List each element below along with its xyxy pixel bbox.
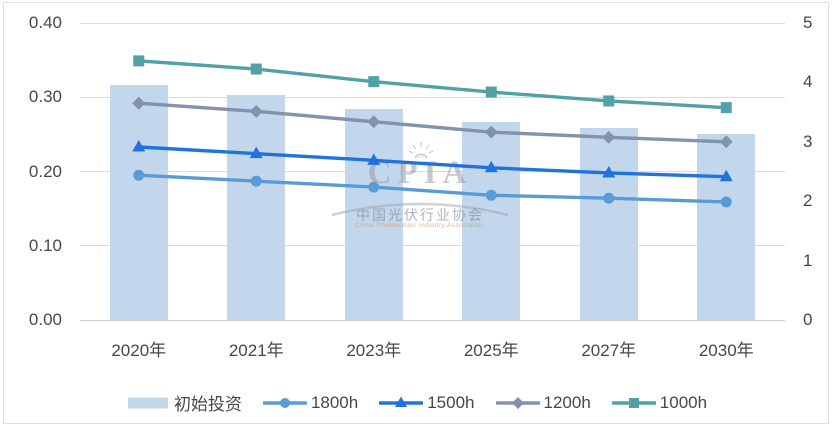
legend-label: 1200h <box>543 392 591 412</box>
line-series-1800h <box>137 173 728 204</box>
1000h-square-marker <box>368 76 380 88</box>
y-axis-right-tick-label: 2 <box>803 191 813 211</box>
1800h-circle-marker <box>720 196 732 208</box>
bar <box>462 121 521 320</box>
1500h-triangle-marker <box>132 139 146 152</box>
y-axis-left-tick-label: 0.20 <box>28 161 62 181</box>
y-axis-left-tick-label: 0.40 <box>28 13 62 32</box>
1500h-triangle-marker <box>484 160 498 173</box>
1000h-square-marker <box>603 95 615 107</box>
line-series-1500h <box>137 145 728 179</box>
1800h-circle-marker <box>368 181 380 193</box>
legend-line-swatch <box>495 396 540 409</box>
legend-item-1000h: 1000h <box>611 392 708 413</box>
legend-item-1500h: 1500h <box>379 392 475 413</box>
1000h-square-marker <box>133 55 145 67</box>
bar <box>579 127 638 320</box>
grid-line <box>80 245 785 247</box>
legend-item-1200h: 1200h <box>495 392 591 413</box>
grid-line <box>80 319 785 321</box>
legend-bar-swatch <box>127 397 168 408</box>
1000h-square-marker <box>250 63 262 75</box>
y-axis-right-tick-label: 3 <box>803 131 813 151</box>
1500h-triangle-marker <box>602 165 616 178</box>
1500h-triangle-marker <box>367 153 381 165</box>
y-axis-left-tick-label: 0.00 <box>28 310 62 329</box>
1800h-circle-marker <box>250 175 262 187</box>
x-axis-tick-label: 2030年 <box>698 341 754 360</box>
1500h-triangle-marker <box>719 169 733 182</box>
line-series-1200h <box>137 101 728 144</box>
1200h-diamond-marker <box>719 135 733 149</box>
1200h-diamond-marker <box>602 130 616 144</box>
legend-line-swatch <box>262 397 307 408</box>
legend-line-swatch <box>611 397 656 408</box>
1800h-circle-marker <box>133 169 145 181</box>
bar <box>344 109 403 320</box>
1200h-diamond-marker <box>484 125 498 139</box>
line-series-1000h <box>137 59 728 110</box>
y-axis-right-tick-label: 5 <box>803 13 813 32</box>
1000h-square-marker <box>720 102 732 114</box>
y-axis-right-tick-label: 0 <box>803 310 813 329</box>
line-series-layer <box>132 55 733 208</box>
x-axis-tick-label: 2021年 <box>228 341 284 360</box>
x-axis-tick-label: 2020年 <box>111 341 167 360</box>
1200h-diamond-marker <box>367 115 381 129</box>
y-axis-right-tick-label: 4 <box>803 72 813 92</box>
grid-line <box>80 171 785 172</box>
y-axis-left-tick-label: 0.10 <box>28 235 62 255</box>
x-axis-tick-label: 2027年 <box>581 341 637 360</box>
legend-label: 1800h <box>310 392 359 412</box>
bar <box>109 84 168 320</box>
bar <box>227 95 286 320</box>
1500h-triangle-marker <box>249 146 263 159</box>
legend-label: 1500h <box>427 392 475 412</box>
1800h-circle-marker <box>485 189 497 201</box>
legend: 初始投资 1800h 1500h 1200h 1000h <box>0 390 833 415</box>
legend-item-初始投资: 初始投资 <box>126 390 242 415</box>
grid-line <box>80 22 785 24</box>
legend-label: 1000h <box>659 392 708 412</box>
legend-label: 初始投资 <box>173 395 242 414</box>
x-axis-tick-label: 2023年 <box>346 341 402 360</box>
legend-line-swatch <box>379 396 424 407</box>
grid-line <box>80 96 785 98</box>
1000h-square-marker <box>485 86 497 98</box>
1200h-diamond-marker <box>132 96 146 110</box>
1800h-circle-marker <box>603 192 615 204</box>
y-axis-right-tick-label: 1 <box>803 250 813 270</box>
1200h-diamond-marker <box>249 104 263 118</box>
x-axis-tick-label: 2025年 <box>463 341 519 360</box>
legend-item-1800h: 1800h <box>262 392 359 413</box>
y-axis-left-tick-label: 0.30 <box>28 87 62 107</box>
bar <box>697 134 756 320</box>
